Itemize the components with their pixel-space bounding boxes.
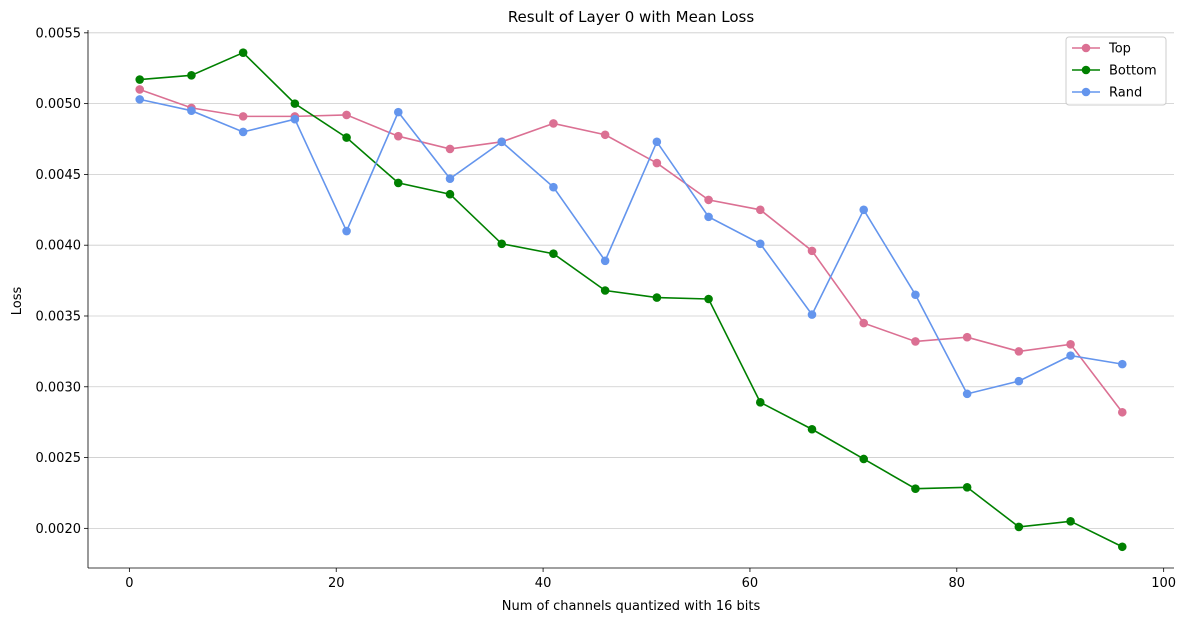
- data-point: [238, 112, 248, 121]
- data-point: [704, 195, 713, 205]
- data-point: [342, 110, 351, 120]
- data-point: [135, 75, 145, 84]
- data-point: [549, 119, 558, 128]
- data-point: [342, 226, 351, 236]
- series-top: [135, 85, 1127, 417]
- grid-lines: [88, 32, 1174, 529]
- data-point: [1014, 347, 1024, 356]
- axes: [84, 30, 1174, 572]
- data-point: [652, 137, 662, 147]
- data-point: [549, 249, 558, 258]
- data-point: [652, 293, 662, 302]
- y-tick-label: 0.0035: [36, 309, 82, 324]
- data-point: [962, 389, 972, 399]
- data-point: [652, 158, 662, 168]
- legend: Top Bottom Rand: [1065, 36, 1167, 106]
- data-point: [187, 71, 196, 80]
- x-axis-label: Num of channels quantized with 16 bits: [502, 599, 761, 614]
- data-point: [1117, 542, 1127, 552]
- legend-marker: [1081, 65, 1091, 75]
- data-point: [911, 290, 920, 300]
- data-point: [497, 239, 507, 249]
- data-point: [807, 310, 817, 319]
- legend-item-rand: Rand: [1072, 86, 1142, 101]
- data-point: [1014, 522, 1024, 532]
- data-point: [393, 178, 403, 188]
- y-axis-label: Loss: [10, 287, 25, 316]
- data-point: [859, 318, 869, 328]
- data-point: [1117, 359, 1127, 369]
- data-point: [135, 85, 145, 94]
- data-point: [911, 337, 920, 346]
- x-tick-label: 80: [949, 576, 966, 591]
- data-point: [600, 130, 610, 140]
- data-point: [342, 133, 351, 142]
- tick-labels: 0.0020 0.0025 0.0030 0.0035 0.0040 0.0045 0.00…: [36, 26, 1177, 591]
- chart-title: Result of Layer 0 with Mean Loss: [508, 8, 755, 26]
- data-point: [755, 205, 765, 215]
- legend-item-bottom: Bottom: [1072, 64, 1157, 79]
- legend-marker: [1081, 43, 1091, 53]
- legend-label: Rand: [1109, 86, 1142, 101]
- data-point: [393, 131, 403, 141]
- legend-box: [1065, 36, 1167, 106]
- data-point: [859, 454, 869, 464]
- data-point: [755, 239, 765, 249]
- data-point: [549, 182, 558, 192]
- data-point: [393, 107, 403, 117]
- data-point: [911, 484, 920, 494]
- data-point: [1014, 376, 1024, 386]
- series-line: [139, 98, 1123, 395]
- series-bottom: [135, 48, 1127, 552]
- y-tick-label: 0.0050: [36, 97, 82, 112]
- legend-label: Top: [1108, 42, 1131, 57]
- x-tick-label: 20: [328, 576, 345, 591]
- data-point: [704, 212, 713, 222]
- data-point: [859, 205, 869, 215]
- data-point: [600, 256, 610, 266]
- data-point: [238, 48, 248, 57]
- data-point: [187, 106, 196, 115]
- legend-item-top: Top: [1072, 42, 1131, 57]
- data-series: [135, 48, 1127, 552]
- data-point: [290, 114, 300, 124]
- y-tick-label: 0.0030: [36, 380, 82, 395]
- data-point: [445, 144, 455, 154]
- data-point: [1117, 407, 1127, 417]
- data-point: [445, 189, 455, 199]
- x-tick-label: 0: [125, 576, 133, 591]
- legend-marker: [1081, 87, 1091, 97]
- series-rand: [135, 95, 1127, 399]
- data-point: [238, 127, 248, 137]
- data-point: [962, 332, 972, 342]
- x-tick-label: 60: [742, 576, 759, 591]
- data-point: [962, 483, 972, 492]
- x-tick-label: 100: [1151, 576, 1176, 591]
- data-point: [497, 137, 507, 147]
- data-point: [1066, 516, 1075, 526]
- series-line: [139, 88, 1123, 413]
- y-tick-label: 0.0045: [36, 168, 82, 183]
- data-point: [704, 294, 713, 304]
- data-point: [755, 398, 765, 407]
- data-point: [807, 246, 817, 256]
- data-point: [1066, 351, 1075, 360]
- legend-label: Bottom: [1109, 64, 1157, 79]
- data-point: [1066, 340, 1075, 349]
- x-tick-label: 40: [535, 576, 552, 591]
- series-line: [139, 51, 1123, 548]
- data-point: [135, 95, 145, 104]
- data-point: [807, 424, 817, 434]
- y-tick-label: 0.0025: [36, 451, 82, 466]
- y-tick-label: 0.0040: [36, 239, 82, 254]
- y-tick-label: 0.0020: [36, 522, 82, 537]
- y-tick-label: 0.0055: [36, 26, 82, 41]
- data-point: [290, 99, 300, 108]
- data-point: [600, 286, 610, 295]
- data-point: [445, 174, 455, 183]
